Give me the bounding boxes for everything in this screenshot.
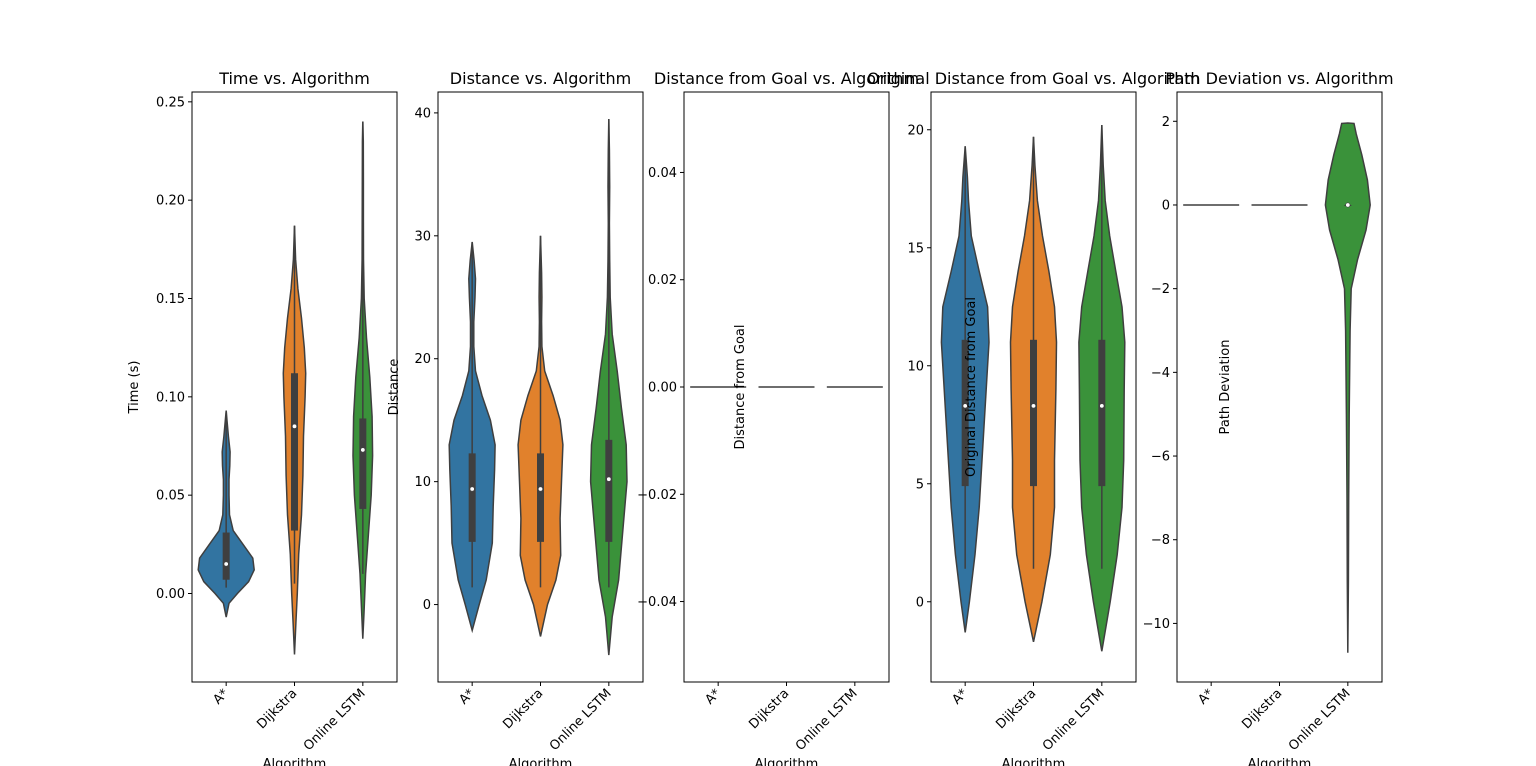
y-tick-label: 20 — [907, 123, 924, 138]
y-tick-label: 30 — [414, 229, 431, 244]
median-Online LSTM — [360, 447, 366, 453]
y-tick-label: 0.00 — [156, 587, 185, 602]
iqr-box-A* — [222, 532, 230, 580]
y-axis-label: Distance from Goal — [733, 325, 748, 450]
x-tick-label: Online LSTM — [301, 686, 369, 754]
y-tick-label: −6 — [1151, 450, 1170, 465]
y-tick-label: 5 — [916, 477, 924, 492]
y-tick-label: 20 — [414, 352, 431, 367]
iqr-box-Dijkstra — [291, 373, 298, 531]
x-tick-label: A* — [1195, 686, 1217, 708]
y-tick-label: 0.02 — [648, 273, 677, 288]
median-Online LSTM — [606, 476, 612, 482]
y-tick-label: −8 — [1151, 533, 1170, 548]
y-tick-label: 0.20 — [156, 194, 185, 209]
subplot-2: 0 10 20 30 40 A* Dijkstra Online LSTM Distance v… — [387, 69, 644, 766]
median-Online LSTM — [1345, 202, 1351, 208]
subplot-title: Path Deviation vs. Algorithm — [1165, 69, 1393, 88]
y-tick-label: 0.00 — [648, 381, 677, 396]
x-axis-label: Algorithm — [1248, 757, 1312, 766]
median-Online LSTM — [1099, 403, 1105, 409]
x-tick-label: Dijkstra — [254, 686, 300, 732]
iqr-box-Dijkstra — [537, 453, 544, 542]
y-axis-label: Path Deviation — [1218, 340, 1233, 435]
y-tick-label: 0.10 — [156, 390, 185, 405]
subplot-title: Distance vs. Algorithm — [450, 69, 631, 88]
y-tick-label: −4 — [1151, 366, 1170, 381]
x-tick-label: Online LSTM — [1286, 686, 1354, 754]
median-Dijkstra — [537, 486, 543, 492]
subplot-title: Distance from Goal vs. Algorithm — [654, 69, 919, 88]
median-A* — [962, 403, 968, 409]
x-tick-label: Online LSTM — [547, 686, 615, 754]
subplot-5: −10 −8 −6 −4 −2 0 2 A* Dijkstra Online LSTM Path D… — [1143, 69, 1394, 766]
y-tick-label: 40 — [414, 106, 431, 121]
x-tick-label: Online LSTM — [1040, 686, 1108, 754]
x-tick-label: Online LSTM — [793, 686, 861, 754]
y-tick-label: 0.25 — [156, 95, 185, 110]
y-tick-label: −2 — [1151, 282, 1170, 297]
iqr-box-Dijkstra — [1030, 339, 1037, 487]
x-tick-label: A* — [702, 686, 724, 708]
x-axis-label: Algorithm — [509, 757, 573, 766]
y-tick-label: 15 — [907, 241, 924, 256]
iqr-box-Online LSTM — [1098, 339, 1106, 487]
y-tick-label: 0.04 — [648, 166, 677, 181]
y-axis-label: Original Distance from Goal — [964, 297, 979, 477]
y-tick-label: 10 — [907, 359, 924, 374]
x-axis-label: Algorithm — [263, 757, 327, 766]
iqr-box-Online LSTM — [605, 439, 613, 542]
iqr-box-A* — [468, 453, 476, 542]
subplot-title: Original Distance from Goal vs. Algorith… — [867, 69, 1200, 88]
median-Dijkstra — [1031, 403, 1037, 409]
x-tick-label: A* — [949, 686, 971, 708]
x-axis-label: Algorithm — [1002, 757, 1066, 766]
y-axis-label: Time (s) — [127, 361, 142, 415]
y-tick-label: −0.04 — [637, 595, 677, 610]
x-tick-label: A* — [456, 686, 478, 708]
iqr-box-A* — [961, 339, 969, 487]
subplot-title: Time vs. Algorithm — [218, 69, 370, 88]
x-tick-label: Dijkstra — [993, 686, 1039, 732]
y-tick-label: 10 — [414, 475, 431, 490]
violin-Online LSTM — [1324, 122, 1371, 653]
y-tick-label: 0.15 — [156, 292, 185, 307]
x-tick-label: Dijkstra — [500, 686, 546, 732]
y-tick-label: 2 — [1162, 115, 1170, 130]
y-tick-label: −0.02 — [637, 488, 677, 503]
y-tick-label: 0 — [423, 598, 431, 613]
subplot-1: 0.00 0.05 0.10 0.15 0.20 0.25 A* Dijkstra Online… — [127, 69, 398, 766]
y-tick-label: 0.05 — [156, 489, 185, 504]
x-tick-label: Dijkstra — [746, 686, 792, 732]
median-A* — [223, 561, 229, 567]
subplot-3: −0.04 −0.02 0.00 0.02 0.04 A* Dijkstra Online L… — [637, 69, 919, 766]
x-tick-label: Dijkstra — [1239, 686, 1285, 732]
y-tick-label: 0 — [1162, 198, 1170, 213]
y-axis-label: Distance — [387, 359, 402, 416]
x-axis-label: Algorithm — [755, 757, 819, 766]
median-Dijkstra — [291, 423, 297, 429]
median-A* — [469, 486, 475, 492]
x-tick-label: A* — [210, 686, 232, 708]
y-tick-label: 0 — [916, 595, 924, 610]
iqr-box-Online LSTM — [359, 418, 367, 509]
y-tick-label: −10 — [1143, 617, 1170, 632]
